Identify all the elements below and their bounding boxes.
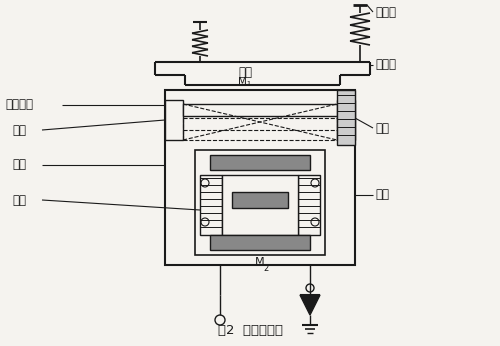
Text: 槽体: 槽体 [238,65,252,79]
Bar [200,175,222,235]
Text: M₁: M₁ [238,77,252,87]
Text: 线圈: 线圈 [375,189,389,201]
Text: 衔铁: 衔铁 [12,124,26,137]
Bar [165,90,355,265]
Bar [337,90,355,145]
Bar [210,155,310,170]
Polygon shape [300,295,320,315]
Text: 减振器: 减振器 [375,6,396,18]
Bar [222,175,298,235]
Bar [195,150,325,255]
Text: 2: 2 [263,264,268,273]
Text: 气隙: 气隙 [375,121,389,135]
Bar [183,104,337,116]
Bar [298,175,320,235]
Bar [210,235,310,250]
Text: 图2  工作原理图: 图2 工作原理图 [218,324,282,337]
Bar [165,100,183,140]
Text: 板弹簧组: 板弹簧组 [5,99,33,111]
Bar [337,100,355,140]
Text: 铁芯: 铁芯 [12,193,26,207]
Text: M: M [255,257,265,267]
Bar [232,192,288,208]
Text: 壳体: 壳体 [12,158,26,172]
Text: 联接叉: 联接叉 [375,58,396,72]
